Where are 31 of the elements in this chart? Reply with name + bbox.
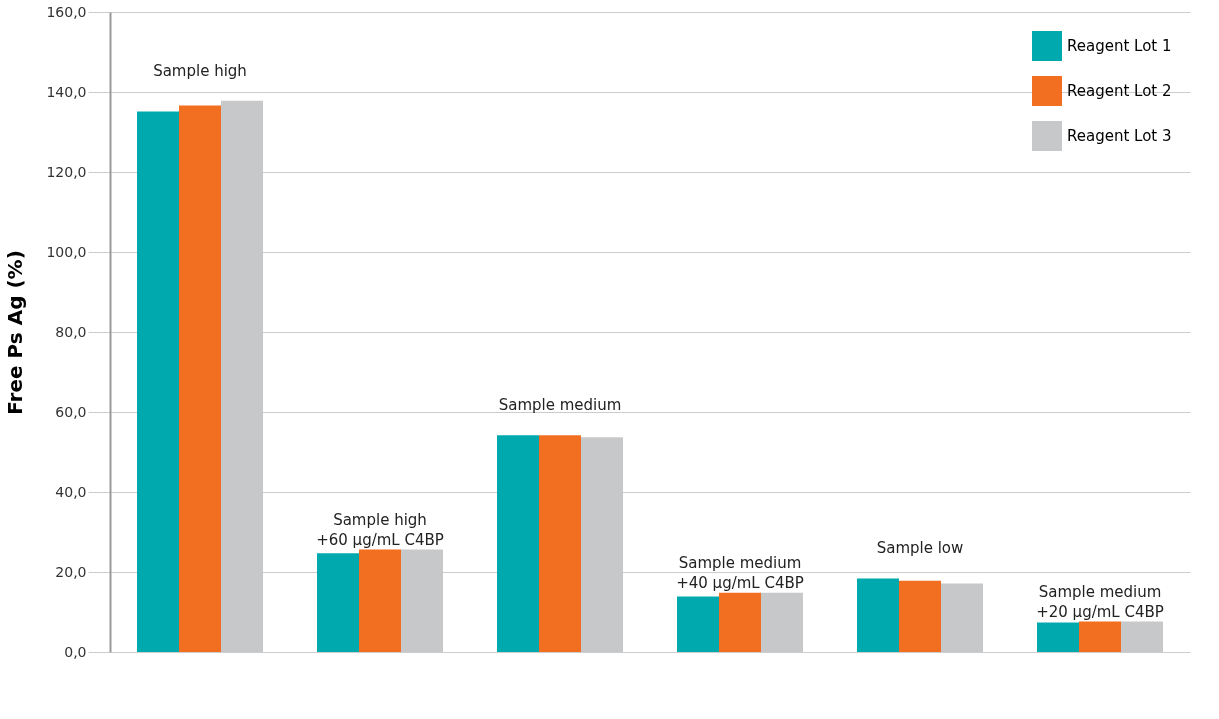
- bar: [317, 553, 359, 652]
- x-tick-label: Sample low: [876, 539, 964, 558]
- y-axis-title: Free Ps Ag (%): [3, 250, 28, 415]
- y-tick-label: 20,0: [55, 563, 87, 580]
- y-tick-label: 60,0: [55, 403, 87, 420]
- x-tick-label: Sample high: [153, 61, 247, 80]
- legend-label: Reagent Lot 3: [1067, 127, 1172, 145]
- x-tick-label: Sample high +60 µg/mL C4BP: [316, 510, 444, 549]
- bar: [137, 111, 179, 652]
- bar: [857, 578, 899, 652]
- x-tick-label: Sample medium +20 µg/mL C4BP: [1036, 582, 1164, 621]
- legend-label: Reagent Lot 1: [1067, 37, 1172, 55]
- x-tick-label: Sample medium +40 µg/mL C4BP: [676, 553, 804, 592]
- bar: [179, 105, 221, 652]
- y-tick-label: 140,0: [46, 83, 87, 100]
- bar: [539, 435, 581, 652]
- x-tick-label: Sample medium: [498, 396, 622, 415]
- bar: [359, 549, 401, 652]
- y-tick-label: 80,0: [55, 323, 87, 340]
- y-tick-label: 160,0: [46, 3, 87, 20]
- y-tick-label: 120,0: [46, 163, 87, 180]
- bar: [497, 435, 539, 652]
- y-tick-label: 0,0: [64, 643, 87, 660]
- bar: [1037, 622, 1079, 652]
- y-tick-label: 40,0: [55, 483, 87, 500]
- legend-label: Reagent Lot 2: [1067, 82, 1172, 100]
- bar: [899, 580, 941, 652]
- bar: [719, 592, 761, 652]
- bar: [677, 596, 719, 652]
- y-tick-label: 100,0: [46, 243, 87, 260]
- bar: [1079, 621, 1121, 652]
